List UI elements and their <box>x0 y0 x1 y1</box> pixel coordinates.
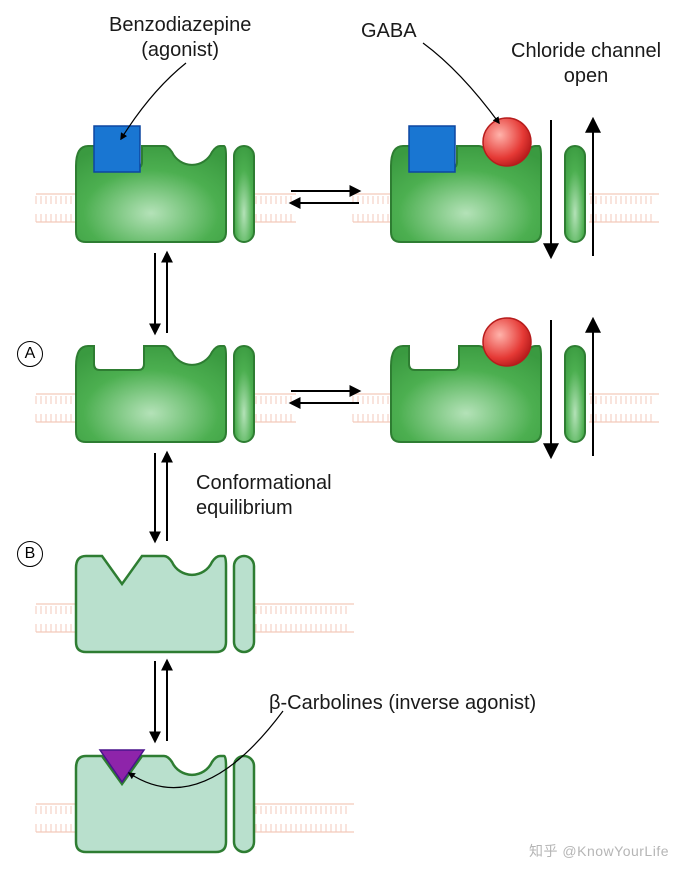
eq-arrow-h1 <box>291 191 359 203</box>
label-carbolines-text: β-Carbolines (inverse agonist) <box>269 692 536 714</box>
watermark-text: 知乎 @KnowYourLife <box>529 843 669 859</box>
label-conf-line2: equilibrium <box>196 497 293 519</box>
label-benzo-line2: (agonist) <box>141 39 219 61</box>
eq-arrow-v1 <box>155 253 167 333</box>
label-chloride: Chloride channel open <box>511 39 661 89</box>
membrane-lipids <box>36 196 651 832</box>
receptor-side <box>234 146 254 242</box>
receptor-row1-right <box>353 118 659 256</box>
diagram-svg <box>1 1 688 877</box>
gaba-ligand <box>483 318 531 366</box>
benzo-ligand <box>409 126 455 172</box>
gaba-ligand <box>483 118 531 166</box>
pointer-gaba <box>423 43 499 123</box>
marker-a-text: A <box>25 345 36 363</box>
eq-arrow-v3 <box>155 661 167 741</box>
marker-b: B <box>17 541 43 567</box>
receptor-row2-right <box>353 318 659 456</box>
receptor-row1-left <box>36 126 296 242</box>
label-chloride-line2: open <box>564 65 609 87</box>
eq-arrow-h2 <box>291 391 359 403</box>
label-chloride-line1: Chloride channel <box>511 40 661 62</box>
marker-b-text: B <box>25 545 36 563</box>
label-gaba-text: GABA <box>361 20 417 42</box>
receptor-row3 <box>36 556 354 652</box>
eq-arrow-v2 <box>155 453 167 541</box>
receptor-row2-left <box>36 346 296 442</box>
benzo-ligand <box>94 126 140 172</box>
label-conf-line1: Conformational <box>196 472 332 494</box>
watermark: 知乎 @KnowYourLife <box>529 841 669 861</box>
label-benzo: Benzodiazepine (agonist) <box>109 13 251 63</box>
label-gaba: GABA <box>361 19 417 44</box>
receptor-row4 <box>36 750 354 852</box>
marker-a: A <box>17 341 43 367</box>
label-conformational: Conformational equilibrium <box>196 471 332 521</box>
label-benzo-line1: Benzodiazepine <box>109 14 251 36</box>
label-carbolines: β-Carbolines (inverse agonist) <box>269 691 536 716</box>
diagram-canvas: Benzodiazepine (agonist) GABA Chloride c… <box>0 0 688 876</box>
